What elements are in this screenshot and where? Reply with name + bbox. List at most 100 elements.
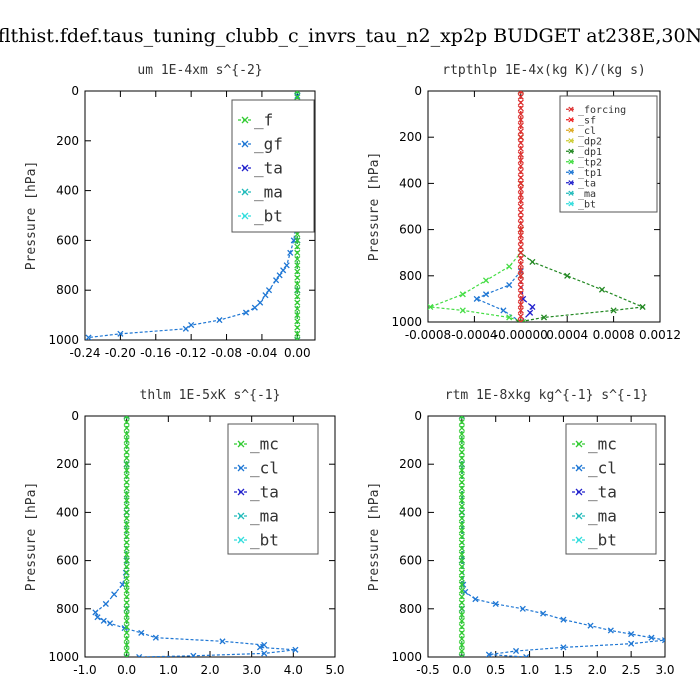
y-tick-label: 600 [399,554,422,568]
data-point [294,237,301,244]
data-point [102,600,109,608]
data-point [123,623,130,630]
data-point [458,641,465,649]
data-point [517,313,524,320]
data-point [100,617,107,624]
data-point [458,563,465,570]
legend-marker [241,164,249,172]
data-point [294,249,301,256]
data-point [123,599,130,606]
data-point [294,305,301,312]
data-point [519,605,526,612]
legend-marker [241,188,249,196]
data-point [251,304,258,311]
data-point [123,569,130,576]
plot-frame [84,90,316,341]
data-point [517,203,524,210]
data-point [292,646,299,653]
data-point [219,638,226,645]
y-tick-label: 200 [56,457,79,471]
data-point [607,627,614,634]
data-point [123,605,130,612]
data-point [294,318,301,325]
data-point [123,647,130,655]
data-point [517,255,524,262]
data-point [123,653,130,657]
data-point [458,599,465,606]
legend-entry: _tp1 [578,168,602,179]
legend-entry: _bt [588,531,617,550]
data-point [517,168,524,175]
x-tick-label: 1.0 [520,663,539,677]
data-point [294,268,301,275]
data-point [123,424,130,432]
data-point [517,261,524,268]
data-point [459,291,466,298]
data-point [294,287,301,294]
y-tick-label: 600 [56,233,79,247]
series-mc [123,416,130,657]
data-point [123,443,130,450]
data-point [517,157,524,164]
data-point [506,314,513,321]
data-point [517,191,524,199]
data-point [628,631,635,638]
data-point [458,617,465,624]
x-tick-label: -0.04 [246,346,277,360]
legend-box [231,99,315,233]
legend-entry: _bt [250,531,279,550]
data-point [517,209,524,216]
data-point [294,262,301,269]
data-point [123,593,130,600]
data-point [123,521,130,528]
y-axis-label: Pressure [hPa] [24,482,39,592]
data-point [294,91,301,95]
data-point [458,551,465,558]
series-cl [458,416,665,657]
data-point [523,653,530,657]
data-point [540,610,547,617]
y-tick-label: 400 [56,184,79,198]
data-point [123,551,130,558]
data-point [458,455,465,462]
data-point [85,334,92,340]
y-tick-label: 200 [399,130,422,144]
legend-marker [568,106,574,112]
data-point [123,611,130,618]
data-point [517,307,524,314]
data-point [458,509,465,516]
data-point [458,533,465,540]
legend-entry: _sf [578,115,596,126]
data-point [506,281,513,289]
chart-panel-3: thlm 1E-5xK s^{-1} Pressure [hPa] 0 200 400 6… [24,388,345,677]
data-point [294,312,301,319]
data-point [123,563,130,570]
x-tick-label: -0.24 [69,346,100,360]
data-point [294,336,301,340]
data-point [598,286,606,293]
data-point [520,318,527,322]
x-tick-label: 4.0 [284,663,303,677]
legend-marker [237,464,245,472]
data-point [136,653,143,657]
chart-panel-1: um 1E-4xm s^{-2} Pressure [hPa] 0 200 400 600… [24,63,316,360]
series-tp2 [428,91,527,322]
data-point [94,614,101,621]
data-point [273,277,280,284]
data-point [458,467,465,474]
data-point [458,611,465,618]
data-point [123,581,130,588]
data-point [106,620,114,627]
legend: _mc _cl _ta _ma _bt [227,423,319,555]
data-point [473,295,480,302]
data-point [517,186,524,193]
legend-marker [568,117,574,123]
data-point [257,299,264,306]
x-tick-label: 0.00 [284,346,311,360]
legend-entry: _ta [254,159,283,178]
data-point [458,416,465,420]
data-point [517,318,524,322]
data-point [458,581,465,588]
legend-box [559,95,658,213]
y-tick-label: 400 [399,176,422,190]
